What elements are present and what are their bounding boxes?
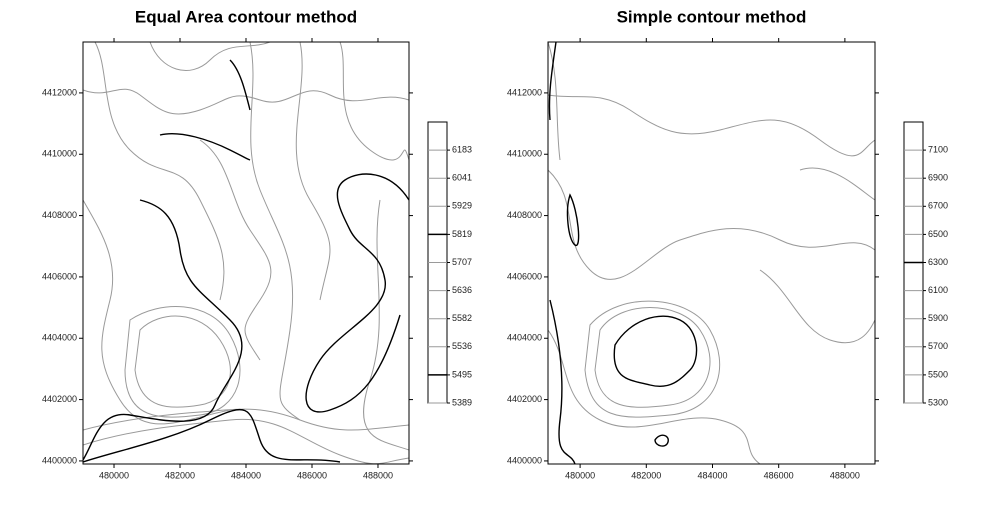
chart-title: Equal Area contour method (135, 7, 357, 26)
colorbar-label: 5500 (928, 369, 948, 379)
colorbar-label: 5300 (928, 397, 948, 407)
y-tick-label: 4406000 (42, 271, 77, 281)
colorbar-label: 6500 (928, 229, 948, 239)
colorbar-label: 5582 (452, 313, 472, 323)
colorbar-label: 5900 (928, 313, 948, 323)
y-tick-label: 4402000 (42, 394, 77, 404)
y-tick-label: 4404000 (42, 333, 77, 343)
y-tick-label: 4404000 (507, 333, 542, 343)
colorbar-label: 5929 (452, 201, 472, 211)
colorbar-label: 6041 (452, 173, 472, 183)
contour-lines (83, 42, 409, 464)
colorbar-label: 6300 (928, 257, 948, 267)
x-tick-label: 480000 (565, 470, 595, 480)
colorbar-label: 6700 (928, 201, 948, 211)
chart-title: Simple contour method (617, 7, 807, 26)
x-tick-label: 484000 (697, 470, 727, 480)
y-tick-label: 4412000 (507, 87, 542, 97)
y-tick-label: 4412000 (42, 87, 77, 97)
x-tick-label: 480000 (99, 470, 129, 480)
y-tick-label: 4410000 (507, 149, 542, 159)
y-tick-label: 4410000 (42, 149, 77, 159)
colorbar-label: 6900 (928, 173, 948, 183)
x-tick-label: 482000 (165, 470, 195, 480)
colorbar-label: 5536 (452, 341, 472, 351)
x-tick-label: 488000 (830, 470, 860, 480)
y-tick-label: 4406000 (507, 271, 542, 281)
x-tick-label: 486000 (764, 470, 794, 480)
x-tick-label: 486000 (297, 470, 327, 480)
y-tick-label: 4402000 (507, 394, 542, 404)
x-tick-label: 484000 (231, 470, 261, 480)
colorbar-label: 7100 (928, 144, 948, 154)
y-tick-label: 4400000 (507, 455, 542, 465)
colorbar-label: 5700 (928, 341, 948, 351)
y-tick-label: 4408000 (42, 210, 77, 220)
colorbar-label: 6183 (452, 144, 472, 154)
colorbar-label: 5636 (452, 285, 472, 295)
plot-frame (547, 41, 876, 465)
colorbar-label: 6100 (928, 285, 948, 295)
x-tick-label: 482000 (631, 470, 661, 480)
x-tick-label: 488000 (363, 470, 393, 480)
y-tick-label: 4408000 (507, 210, 542, 220)
colorbar-label: 5707 (452, 257, 472, 267)
colorbar-label: 5389 (452, 397, 472, 407)
contour-lines (548, 42, 875, 464)
y-tick-label: 4400000 (42, 455, 77, 465)
colorbar-label: 5819 (452, 229, 472, 239)
colorbar-label: 5495 (452, 369, 472, 379)
